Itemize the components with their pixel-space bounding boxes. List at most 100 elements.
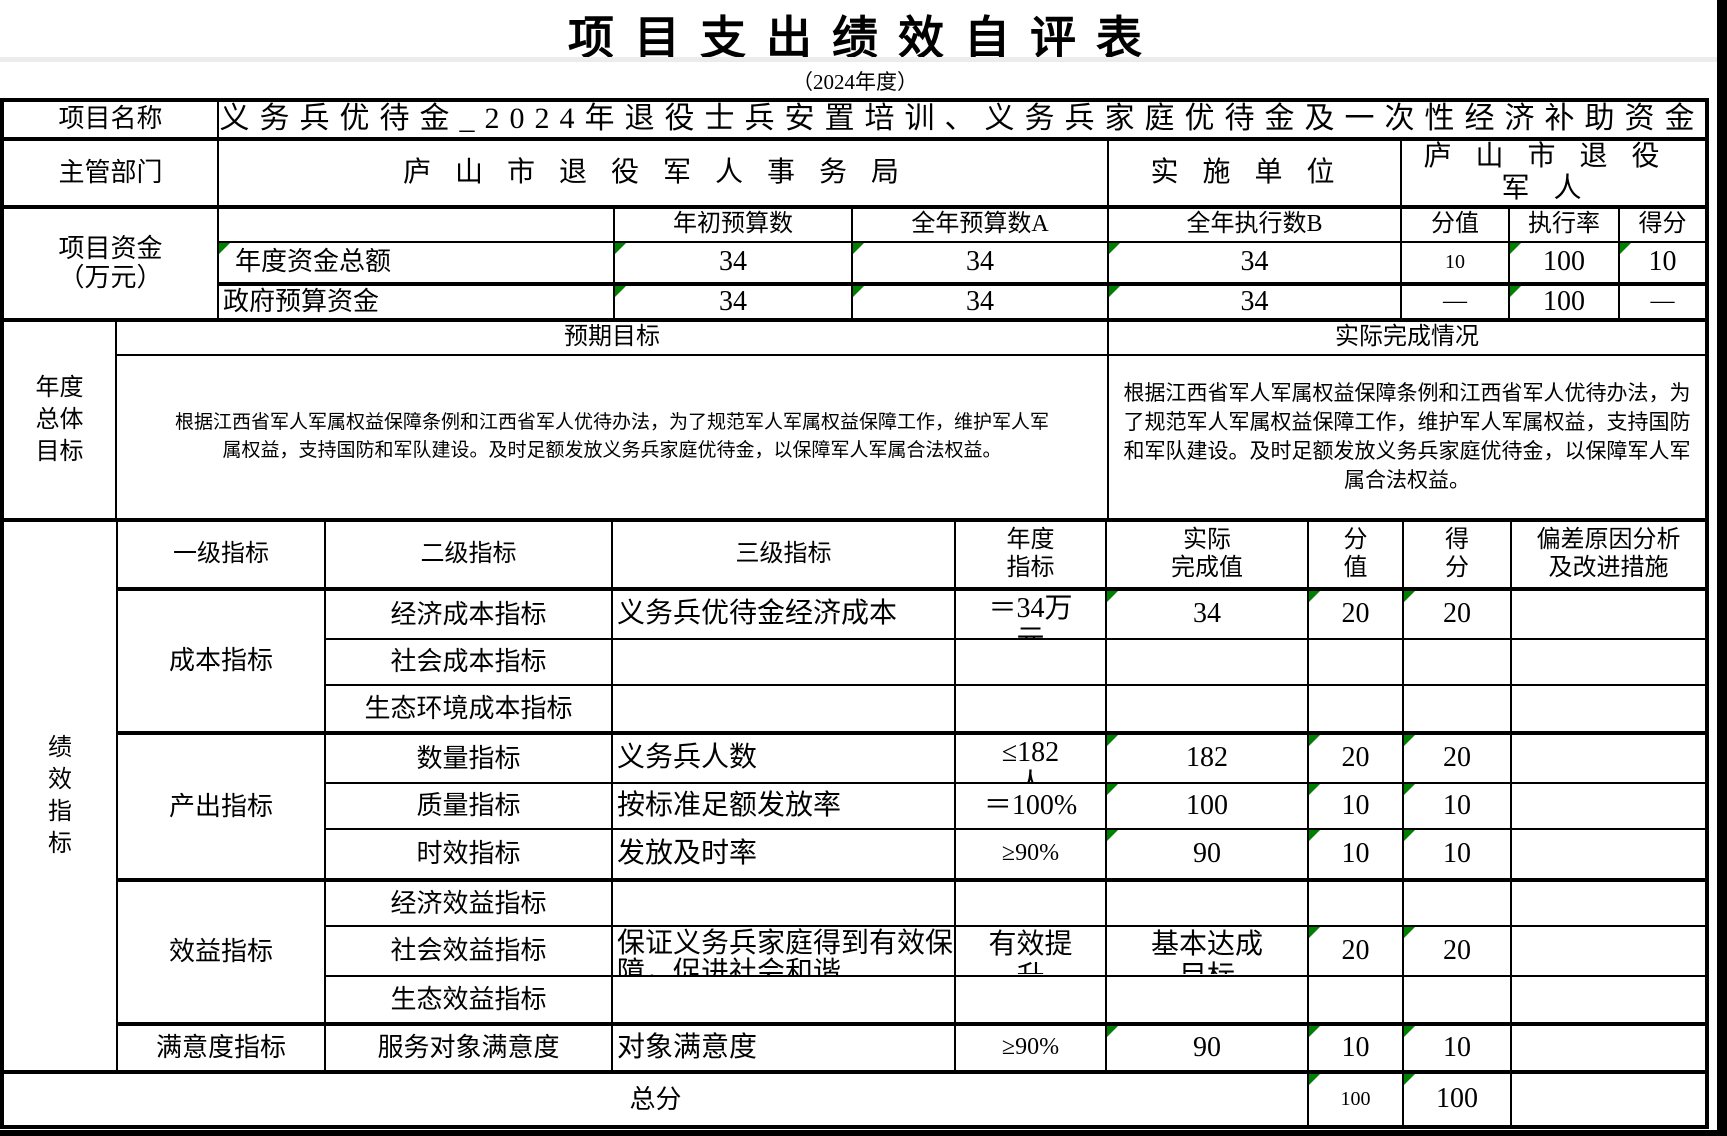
divider-band [0, 57, 1717, 62]
cell-flag-triangle [1108, 831, 1118, 842]
cell-points: 20 [1307, 731, 1404, 785]
funding-cell-executed: 34 [1107, 240, 1402, 285]
cell-flag-triangle [1310, 1076, 1320, 1086]
cell-deviation [1510, 731, 1707, 785]
indicators-table: 绩 效 指 标 一级指标 二级指标 三级指标 年度 指标 实际 完成值 分 值 … [2, 520, 1707, 1128]
header-level1: 一级指标 [116, 520, 326, 592]
goal-expected-text: 根据江西省军人军属权益保障条例和江西省军人优待办法，为了规范军人军属权益保障工作… [115, 354, 1109, 521]
cell-actual: 90 [1105, 828, 1309, 882]
page-subtitle: （2024年度） [792, 70, 918, 94]
cell-actual [1105, 638, 1309, 687]
header-actual: 实际 完成值 [1105, 520, 1309, 592]
total-score: 100 [1402, 1070, 1512, 1128]
funding-cell-points: — [1400, 281, 1510, 321]
cell-flag-triangle [1511, 287, 1521, 297]
cell-target [954, 684, 1107, 735]
cell-level3: 义务兵优待金经济成本 [611, 588, 956, 641]
cell-flag-triangle [854, 287, 864, 297]
cell-points: 10 [1307, 782, 1404, 831]
bottom-black-bar [0, 1130, 1727, 1136]
cell-score: 20 [1402, 588, 1512, 641]
goal-expected-header: 预期目标 [115, 320, 1109, 357]
funding-cell-initial: 34 [613, 240, 853, 285]
funding-header-initial: 年初预算数 [613, 206, 853, 243]
cell-flag-triangle [1310, 785, 1320, 796]
cell-flag-triangle [220, 243, 230, 254]
cell-deviation [1510, 588, 1707, 641]
annual-goal-table: 年度 总体 目标 预期目标 实际完成情况 根据江西省军人军属权益保障条例和江西省… [2, 320, 1707, 521]
funding-header-exec-rate: 执行率 [1508, 206, 1620, 243]
cell-level2: 社会效益指标 [324, 925, 613, 978]
page-title: 项目支出绩效自评表 [568, 13, 1162, 64]
cell-score: 10 [1402, 828, 1512, 882]
cell-level2: 经济效益指标 [324, 878, 613, 928]
funding-header-annual: 全年预算数A [851, 206, 1109, 243]
group-label-benefit: 效益指标 [116, 878, 326, 1026]
cell-actual: 90 [1105, 1022, 1309, 1074]
impl-unit-label: 实施单位 [1107, 138, 1402, 207]
funding-cell-score: — [1618, 281, 1707, 321]
funding-cell-exec-rate: 100 [1508, 240, 1620, 285]
cell-actual: 182 [1105, 731, 1309, 785]
cell-actual [1105, 878, 1309, 928]
cell-flag-triangle [1511, 243, 1521, 254]
cell-flag-triangle [616, 287, 626, 297]
cell-flag-triangle [1405, 1028, 1415, 1038]
cell-level2: 服务对象满意度 [324, 1022, 613, 1074]
cell-level3: 按标准足额发放率 [611, 782, 956, 831]
cell-target: ≤182 人 [954, 731, 1107, 785]
cell-level3 [611, 975, 956, 1026]
funding-cell-points: 10 [1400, 240, 1510, 285]
cell-score [1402, 684, 1512, 735]
cell-flag-triangle [1405, 831, 1415, 842]
funding-cell-annual: 34 [851, 240, 1109, 285]
funding-subrow-header-blank [217, 206, 615, 243]
total-label: 总分 [2, 1070, 1309, 1128]
group-label-output: 产出指标 [116, 731, 326, 882]
cell-points [1307, 878, 1404, 928]
department-table: 主管部门 庐山市退役军人事务局 实施单位 庐山市退役军人 [2, 138, 1707, 207]
cell-points: 20 [1307, 925, 1404, 978]
cell-level3: 对象满意度 [611, 1022, 956, 1074]
cell-level3: 发放及时率 [611, 828, 956, 882]
cell-deviation [1510, 638, 1707, 687]
dept-value: 庐山市退役军人事务局 [217, 138, 1109, 207]
header-deviation: 偏差原因分析 及改进措施 [1510, 520, 1707, 592]
cell-target: 有效提 升 [954, 925, 1107, 978]
cell-level3: 保证义务兵家庭得到有效保障，促进社会和谐 [611, 925, 956, 978]
cell-deviation [1510, 684, 1707, 735]
cell-points [1307, 975, 1404, 1026]
cell-score: 10 [1402, 782, 1512, 831]
funding-row-label: 年度资金总额 [217, 240, 615, 285]
table-area: 项目名称 义务兵优待金_2024年退役士兵安置培训、义务兵家庭优待金及一次性经济… [0, 98, 1709, 1130]
cell-score: 20 [1402, 925, 1512, 978]
cell-deviation [1510, 828, 1707, 882]
funding-cell-executed: 34 [1107, 281, 1402, 321]
cell-flag-triangle [1621, 243, 1631, 254]
cell-target [954, 975, 1107, 1026]
cell-flag-triangle [1310, 591, 1320, 603]
impl-unit-value: 庐山市退役军人 [1400, 138, 1707, 207]
cell-actual: 100 [1105, 782, 1309, 831]
cell-level2: 经济成本指标 [324, 588, 613, 641]
cell-actual: 基本达成 目标 [1105, 925, 1309, 978]
total-points: 100 [1307, 1070, 1404, 1128]
goal-actual-header: 实际完成情况 [1107, 320, 1707, 357]
total-deviation [1510, 1070, 1707, 1128]
cell-flag-triangle [854, 243, 864, 254]
cell-points: 10 [1307, 1022, 1404, 1074]
cell-target: ＝34万 元 [954, 588, 1107, 641]
funding-section-label: 项目资金 （万元） [2, 206, 219, 321]
goal-actual-text: 根据江西省军人军属权益保障条例和江西省军人优待办法，为了规范军人军属权益保障工作… [1107, 354, 1707, 521]
cell-flag-triangle [1310, 928, 1320, 939]
cell-points [1307, 684, 1404, 735]
cell-target: ≥90% [954, 828, 1107, 882]
cell-flag-triangle [1108, 785, 1118, 796]
cell-score [1402, 878, 1512, 928]
cell-actual [1105, 684, 1309, 735]
cell-flag-triangle [1108, 737, 1118, 747]
funding-header-score: 得分 [1618, 206, 1707, 243]
funding-cell-exec-rate: 100 [1508, 281, 1620, 321]
cell-actual [1105, 975, 1309, 1026]
